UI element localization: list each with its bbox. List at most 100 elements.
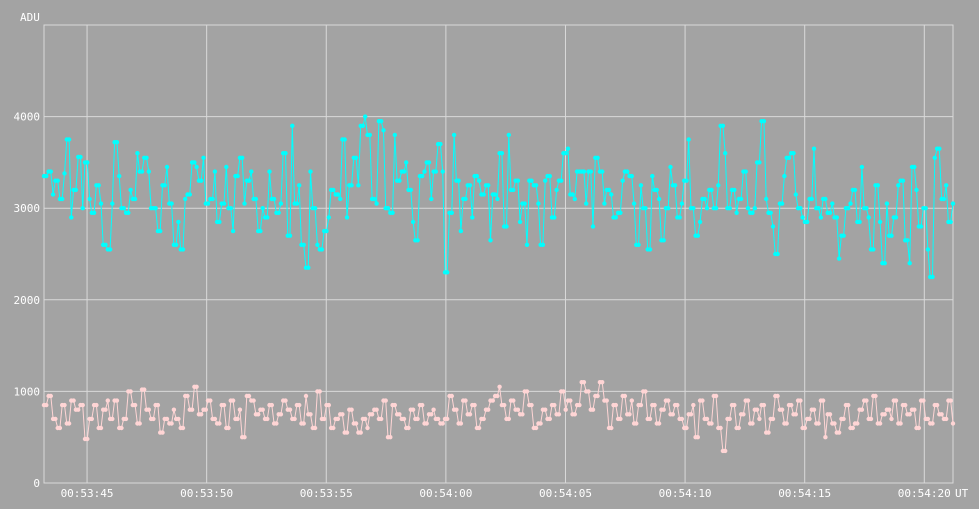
lower-series-point [322, 416, 327, 422]
upper-series-point [563, 151, 568, 156]
upper-series-point [290, 123, 295, 128]
upper-series-point [96, 183, 101, 188]
upper-series-point [893, 215, 899, 220]
upper-series-point [306, 265, 311, 270]
lower-series-point [128, 389, 133, 394]
upper-series-point [458, 228, 464, 234]
upper-series-point [308, 169, 313, 174]
lower-series-point [344, 430, 350, 435]
upper-series-point [590, 224, 596, 229]
lower-series-point [581, 380, 587, 385]
upper-series-point [896, 183, 901, 188]
lower-series-point [132, 402, 138, 408]
upper-series-point [584, 201, 589, 206]
upper-series-point [385, 206, 391, 211]
lower-series-point [793, 412, 798, 417]
lower-series-point [481, 416, 486, 422]
upper-series-point [315, 242, 320, 247]
lower-series-point [770, 416, 776, 422]
upper-series-point [194, 164, 199, 170]
upper-series-point [871, 247, 876, 252]
lower-series-point [709, 421, 714, 426]
upper-series-point [565, 146, 571, 151]
upper-series-point [107, 247, 113, 252]
upper-series-point [66, 137, 72, 142]
lower-series-point [123, 416, 129, 422]
upper-series-point [761, 119, 767, 124]
lower-series-point [604, 398, 609, 403]
lower-series-point [476, 425, 482, 431]
lower-series-point [374, 407, 379, 412]
lower-series-point [855, 421, 860, 426]
lower-series-point [301, 421, 306, 426]
lower-series-point [903, 402, 908, 408]
lower-series-point [893, 398, 899, 403]
x-tick-label: 00:53:45 [61, 487, 114, 500]
upper-series-point [240, 155, 245, 160]
lower-series-point [688, 412, 694, 417]
lower-series-point [704, 416, 710, 422]
lower-series-point [939, 412, 944, 417]
upper-series-point [656, 196, 662, 202]
upper-series-point [554, 187, 559, 193]
upper-series-point [625, 169, 630, 174]
lower-series-point [732, 402, 737, 408]
lower-series-point [563, 407, 568, 412]
upper-series-point [463, 196, 468, 202]
lower-series-point [353, 421, 359, 426]
upper-series-point [609, 192, 614, 197]
lower-series-point [89, 416, 95, 422]
lower-series-point [490, 398, 495, 403]
upper-series-point [363, 114, 368, 119]
upper-series-point [258, 228, 263, 234]
upper-series-point [511, 187, 516, 193]
lower-series-point [666, 398, 671, 403]
lower-series-point [907, 412, 912, 417]
upper-series-point [114, 140, 120, 145]
lower-series-point [53, 416, 58, 422]
lower-series-point [226, 425, 231, 431]
upper-series-point [666, 206, 671, 211]
upper-series-point [183, 196, 188, 202]
lower-series-point [798, 398, 803, 403]
upper-series-point [50, 192, 56, 197]
lower-series-point [358, 430, 363, 435]
lower-series-point [609, 425, 614, 431]
upper-series-point [499, 151, 505, 156]
upper-series-point [907, 261, 912, 266]
upper-series-point [798, 206, 803, 211]
upper-series-point [176, 219, 181, 225]
upper-series-point [581, 169, 587, 174]
lower-series-point [303, 393, 309, 399]
upper-series-point [324, 228, 329, 234]
upper-series-point [392, 132, 397, 138]
lower-series-point [331, 425, 336, 431]
lower-series-point [766, 430, 771, 435]
upper-series-point [852, 187, 858, 193]
upper-series-point [276, 210, 281, 215]
upper-series-point [552, 215, 557, 220]
lower-series-point [613, 402, 618, 408]
x-tick-label: 00:54:00 [419, 487, 472, 500]
lower-series-point [652, 402, 657, 408]
y-tick-label: 0 [33, 477, 40, 490]
upper-series-point [401, 169, 407, 174]
upper-series-point [884, 201, 890, 206]
lower-series-point [877, 421, 883, 426]
upper-series-point [60, 196, 65, 202]
upper-series-point [48, 169, 53, 174]
lower-series-point [103, 407, 108, 412]
upper-series-point [827, 210, 833, 215]
upper-series-point [811, 146, 817, 151]
upper-series-point [684, 178, 689, 183]
upper-series-point [937, 146, 942, 151]
lower-series-point [811, 407, 817, 412]
lower-series-point [176, 416, 181, 422]
lower-series-point [467, 412, 473, 417]
upper-series-point [158, 228, 163, 234]
upper-series-point [613, 215, 618, 220]
upper-series-point [775, 251, 780, 257]
upper-series-line [44, 116, 954, 278]
upper-series-point [117, 173, 122, 179]
upper-series-point [704, 206, 710, 211]
